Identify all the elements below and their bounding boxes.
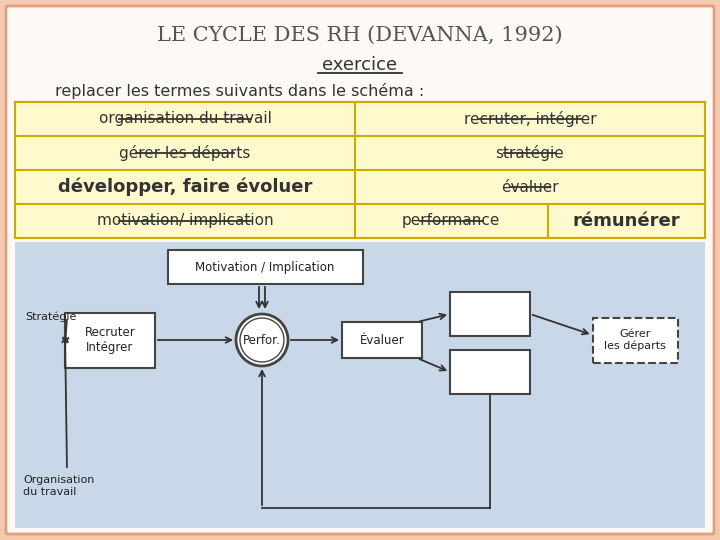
Bar [450, 350, 530, 394]
Bar [342, 322, 422, 358]
Text: Perfor.: Perfor. [243, 334, 281, 347]
FancyBboxPatch shape [6, 6, 714, 534]
Text: replacer les termes suivants dans le schéma :: replacer les termes suivants dans le sch… [55, 83, 424, 99]
Bar [15, 102, 705, 238]
Text: Gérer
les départs: Gérer les départs [604, 329, 666, 351]
Bar [450, 292, 530, 336]
Text: Évaluer: Évaluer [359, 334, 405, 347]
Bar [593, 318, 678, 362]
Bar [168, 250, 362, 284]
Bar [15, 242, 705, 528]
Circle shape [240, 318, 284, 362]
Text: recruter, intégrer: recruter, intégrer [464, 111, 596, 127]
Text: rémunérer: rémunérer [572, 212, 680, 230]
Text: développer, faire évoluer: développer, faire évoluer [58, 178, 312, 196]
Bar [65, 313, 155, 368]
Text: Stratégie: Stratégie [25, 312, 76, 322]
Circle shape [236, 314, 288, 366]
Text: évaluer: évaluer [501, 179, 559, 194]
Text: Motivation / Implication: Motivation / Implication [195, 260, 335, 273]
Text: Organisation
du travail: Organisation du travail [23, 475, 94, 497]
Text: organisation du travail: organisation du travail [99, 111, 271, 126]
Text: stratégie: stratégie [495, 145, 564, 161]
Text: Recruter
Intégrer: Recruter Intégrer [85, 326, 135, 354]
Text: exercice: exercice [323, 56, 397, 74]
Text: motivation/ implication: motivation/ implication [96, 213, 274, 228]
Text: gérer les départs: gérer les départs [120, 145, 251, 161]
Text: performance: performance [402, 213, 500, 228]
Text: LE CYCLE DES RH (DEVANNA, 1992): LE CYCLE DES RH (DEVANNA, 1992) [157, 25, 563, 44]
